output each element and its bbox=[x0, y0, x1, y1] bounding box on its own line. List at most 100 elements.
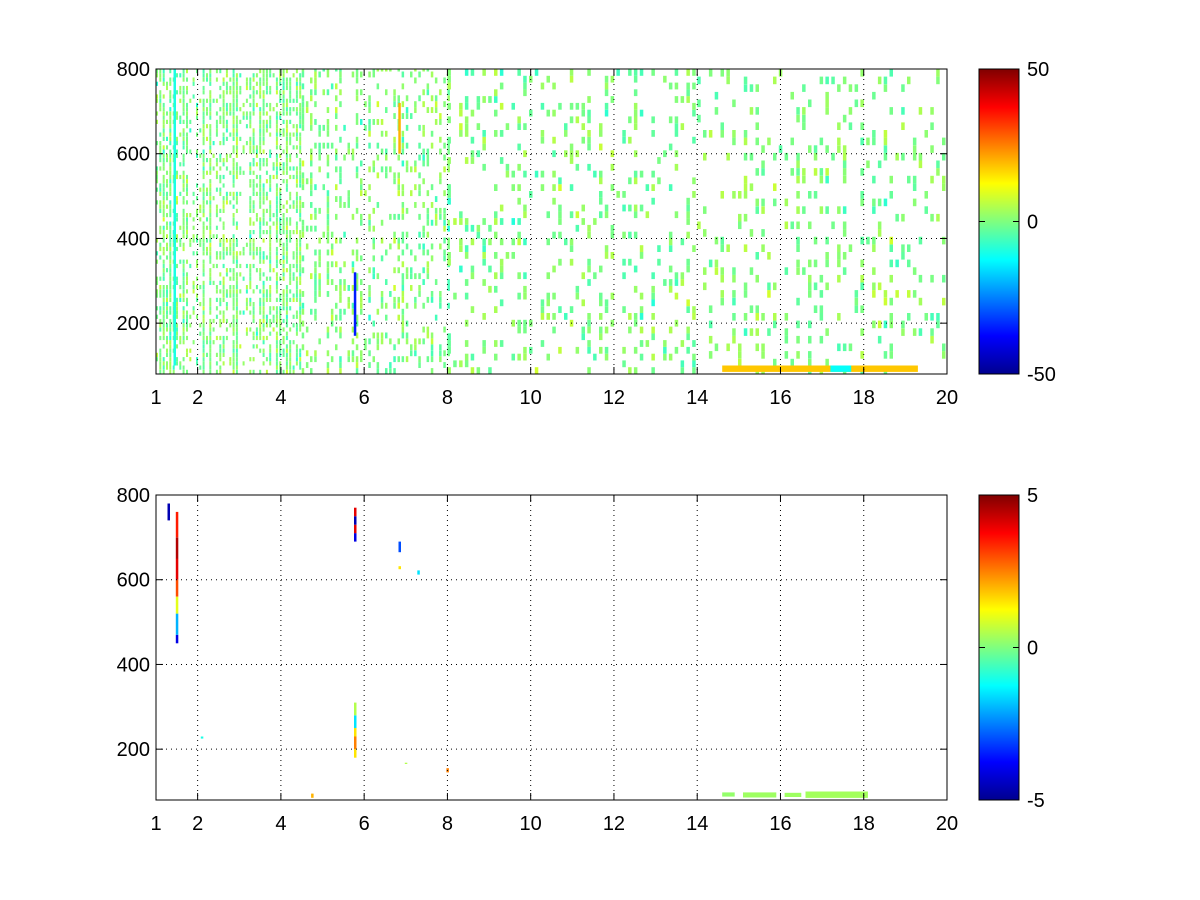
heatmap-cell bbox=[339, 202, 342, 208]
heatmap-cell bbox=[351, 326, 355, 333]
heatmap-cell bbox=[339, 196, 342, 202]
heatmap-cell bbox=[575, 285, 580, 293]
heatmap-cell bbox=[368, 142, 371, 149]
heatmap-cell bbox=[219, 158, 222, 163]
heatmap-cell bbox=[318, 124, 321, 131]
heatmap-cell bbox=[289, 263, 292, 269]
heatmap-cell bbox=[292, 174, 295, 180]
heatmap-cell bbox=[282, 335, 285, 341]
heatmap-cell bbox=[162, 132, 165, 137]
y-tick-label: 400 bbox=[117, 654, 150, 676]
heatmap-cell bbox=[282, 128, 285, 133]
heatmap-cell bbox=[285, 348, 288, 353]
heatmap-cell bbox=[426, 326, 430, 333]
heatmap-cell bbox=[732, 313, 736, 321]
heatmap-cell bbox=[206, 251, 208, 256]
heatmap-cell bbox=[202, 365, 205, 370]
heatmap-cell bbox=[269, 259, 272, 264]
heatmap-cell bbox=[326, 237, 330, 244]
heatmap-cell bbox=[259, 124, 262, 129]
heatmap-cell bbox=[212, 196, 215, 201]
heatmap-cell bbox=[295, 94, 298, 99]
heatmap-cell bbox=[426, 89, 430, 96]
heatmap-cell bbox=[708, 130, 713, 138]
heatmap-cell bbox=[169, 344, 172, 349]
heatmap-cell bbox=[802, 206, 806, 214]
heatmap-cell bbox=[262, 111, 265, 116]
heatmap-cell bbox=[219, 141, 222, 146]
heatmap-cell bbox=[175, 511, 179, 538]
heatmap-cell bbox=[930, 335, 934, 344]
heatmap-cell bbox=[339, 77, 342, 84]
heatmap-cell bbox=[189, 128, 192, 133]
heatmap-cell bbox=[289, 217, 292, 222]
heatmap-cell bbox=[335, 148, 338, 155]
heatmap-cell bbox=[310, 273, 313, 280]
heatmap-cell bbox=[292, 132, 295, 137]
heatmap-cell bbox=[279, 69, 282, 74]
heatmap-cell bbox=[796, 206, 800, 214]
heatmap-cell bbox=[265, 318, 268, 324]
heatmap-cell bbox=[482, 163, 486, 171]
heatmap-cell bbox=[889, 191, 893, 199]
heatmap-cell bbox=[179, 335, 182, 341]
heatmap-cell bbox=[401, 231, 405, 238]
heatmap-cell bbox=[186, 69, 188, 74]
heatmap-cell bbox=[322, 69, 325, 72]
heatmap-cell bbox=[176, 90, 178, 95]
heatmap-cell bbox=[439, 213, 442, 220]
heatmap-cell bbox=[360, 190, 363, 197]
heatmap-cell bbox=[202, 225, 205, 230]
heatmap-cell bbox=[488, 96, 492, 103]
heatmap-cell bbox=[275, 174, 278, 180]
heatmap-cell bbox=[380, 302, 384, 309]
heatmap-cell bbox=[186, 221, 188, 226]
heatmap-cell bbox=[166, 85, 168, 91]
heatmap-cell bbox=[232, 196, 235, 201]
heatmap-cell bbox=[310, 308, 313, 315]
heatmap-cell bbox=[239, 289, 242, 294]
heatmap-cell bbox=[162, 187, 165, 192]
heatmap-cell bbox=[199, 331, 202, 336]
heatmap-cell bbox=[212, 98, 215, 103]
heatmap-cell bbox=[732, 191, 736, 199]
heatmap-cell bbox=[318, 273, 321, 280]
heatmap-cell bbox=[186, 149, 188, 154]
heatmap-cell bbox=[767, 290, 771, 298]
heatmap-cell bbox=[166, 268, 168, 273]
heatmap-cell bbox=[842, 343, 847, 352]
heatmap-cell bbox=[262, 293, 265, 298]
heatmap-cell bbox=[889, 274, 893, 283]
heatmap-cell bbox=[275, 255, 278, 260]
heatmap-cell bbox=[355, 207, 359, 214]
heatmap-cell bbox=[269, 90, 272, 95]
heatmap-cell bbox=[901, 84, 905, 92]
heatmap-cell bbox=[162, 263, 165, 269]
heatmap-cell bbox=[232, 259, 235, 264]
heatmap-cell bbox=[275, 285, 278, 290]
x-tick-label: 18 bbox=[853, 387, 875, 409]
heatmap-cell bbox=[355, 273, 359, 280]
heatmap-cell bbox=[380, 166, 384, 173]
heatmap-cell bbox=[686, 204, 690, 212]
heatmap-cell bbox=[295, 128, 298, 133]
heatmap-cell bbox=[169, 107, 172, 112]
heatmap-cell bbox=[262, 352, 265, 357]
heatmap-cell bbox=[186, 369, 188, 374]
heatmap-cell bbox=[162, 158, 165, 163]
heatmap-cell bbox=[482, 69, 486, 76]
heatmap-cell bbox=[901, 213, 905, 222]
heatmap-cell bbox=[628, 116, 632, 124]
heatmap-cell bbox=[196, 234, 198, 239]
heatmap-cell bbox=[159, 90, 162, 95]
heatmap-cell bbox=[860, 259, 864, 268]
y-tick-label: 800 bbox=[117, 59, 150, 81]
heatmap-cell bbox=[249, 136, 252, 141]
heatmap-cell bbox=[720, 267, 724, 275]
heatmap-cell bbox=[314, 314, 317, 321]
heatmap-cell bbox=[182, 107, 185, 112]
heatmap-cell bbox=[930, 274, 934, 283]
heatmap-cell bbox=[176, 246, 178, 252]
heatmap-cell bbox=[162, 344, 165, 349]
heatmap-cell bbox=[877, 320, 882, 329]
